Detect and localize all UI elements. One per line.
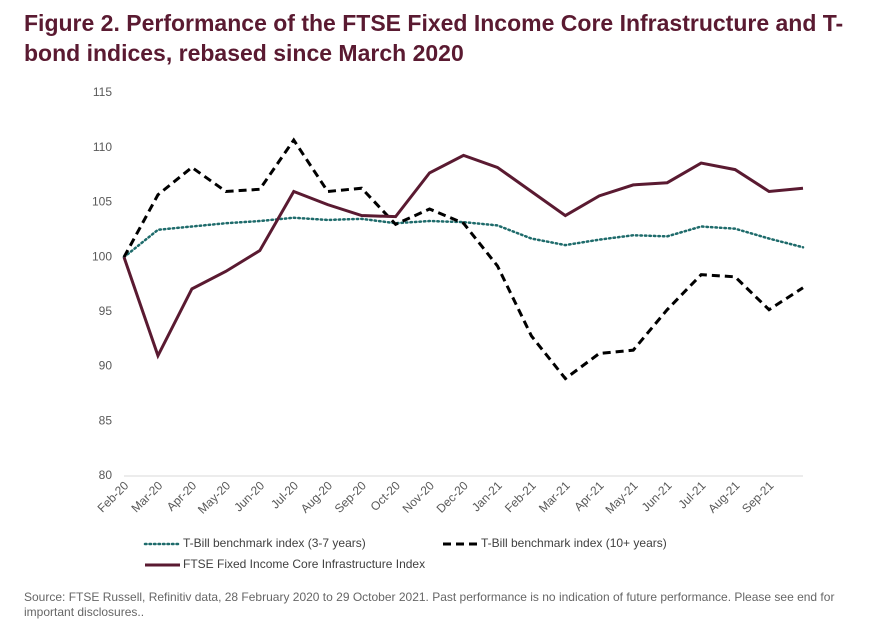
x-tick-label: Apr-21	[571, 478, 607, 514]
legend-label: FTSE Fixed Income Core Infrastructure In…	[183, 557, 425, 571]
x-tick-label: Apr-20	[164, 478, 200, 514]
y-tick-label: 85	[99, 413, 113, 427]
x-tick-label: Feb-20	[95, 478, 132, 515]
y-tick-label: 90	[99, 359, 113, 373]
x-tick-label: Nov-20	[400, 478, 437, 515]
series-line	[122, 137, 804, 381]
x-tick-label: Jul-21	[676, 478, 709, 511]
x-tick-label: Sep-21	[739, 478, 776, 515]
x-tick-label: Dec-20	[434, 478, 471, 515]
x-tick-label: Aug-21	[705, 478, 742, 515]
y-tick-label: 115	[93, 85, 112, 99]
chart-title: Figure 2. Performance of the FTSE Fixed …	[24, 10, 844, 66]
y-tick-label: 95	[99, 304, 113, 318]
y-tick-label: 110	[93, 140, 112, 154]
series-line	[122, 153, 804, 360]
x-tick-label: Jun-21	[639, 478, 675, 514]
legend-label: T-Bill benchmark index (3-7 years)	[183, 536, 366, 550]
x-tick-label: Mar-21	[536, 478, 573, 515]
x-tick-label: May-20	[195, 478, 233, 516]
x-tick-label: Oct-20	[368, 478, 404, 514]
x-tick-label: Aug-20	[298, 478, 335, 515]
x-tick-label: Jun-20	[231, 478, 267, 514]
x-tick-label: May-21	[602, 478, 640, 516]
y-tick-label: 80	[99, 468, 113, 482]
source-note: Source: FTSE Russell, Refinitiv data, 28…	[24, 590, 835, 619]
x-tick-label: Jan-21	[469, 478, 505, 514]
x-tick-label: Jul-20	[268, 478, 301, 511]
x-tick-label: Feb-21	[502, 478, 539, 515]
y-tick-label: 100	[92, 249, 112, 263]
x-tick-label: Mar-20	[129, 478, 166, 515]
legend-label: T-Bill benchmark index (10+ years)	[481, 536, 667, 550]
x-tick-label: Sep-20	[332, 478, 369, 515]
y-tick-label: 105	[92, 195, 112, 209]
